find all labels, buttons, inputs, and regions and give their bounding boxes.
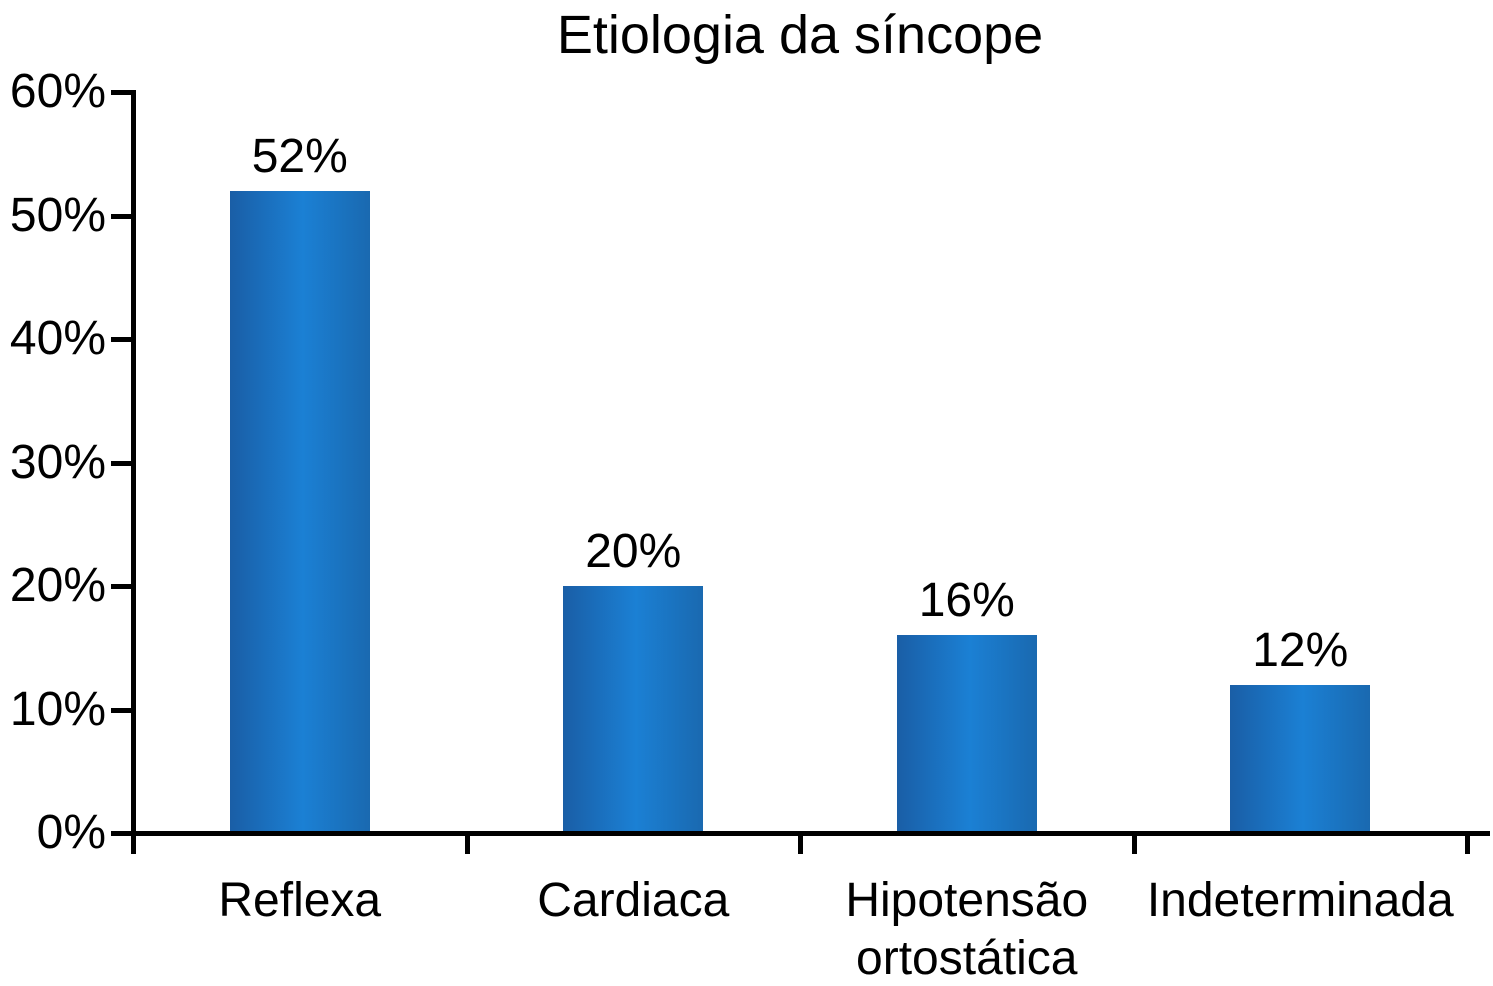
y-axis-tick — [111, 707, 135, 713]
x-axis-tick — [1131, 833, 1137, 854]
bar-reflexa — [229, 190, 370, 832]
chart-title: Etiologia da síncope — [556, 5, 1044, 65]
bar-value-label-indeterminada: 12% — [1252, 623, 1349, 677]
x-axis-tick — [1465, 833, 1470, 854]
bar-value-label-cardiaca: 20% — [585, 525, 682, 578]
bar-indeterminada — [1230, 684, 1371, 832]
category-label-cardiaca: Cardiaca — [537, 874, 730, 927]
y-axis-tick-label: 30% — [9, 435, 106, 489]
y-axis-tick-label: 40% — [9, 312, 106, 365]
y-axis-tick-label: 10% — [9, 682, 106, 736]
category-label-indeterminada: Indeterminada — [1146, 874, 1454, 927]
category-label-reflexa: Reflexa — [218, 874, 382, 927]
y-axis-tick — [111, 831, 135, 836]
bar-value-label-reflexa: 52% — [251, 129, 348, 183]
bar-hipotensao-ortostatica — [896, 635, 1037, 832]
y-axis-tick — [111, 213, 135, 219]
y-axis-line — [131, 90, 136, 853]
y-axis-tick-label: 0% — [36, 806, 106, 859]
y-axis-tick — [111, 90, 135, 95]
y-axis-tick — [111, 337, 135, 342]
y-axis-tick — [111, 584, 135, 589]
x-axis-tick — [798, 833, 803, 854]
category-label-hipotensao-ortostatica: Hipotensão ortostática — [845, 874, 1089, 985]
bar-cardiaca — [563, 586, 704, 832]
bar-value-label-hipotensao-ortostatica: 16% — [918, 574, 1015, 628]
x-axis-tick — [464, 833, 470, 854]
y-axis-tick-label: 50% — [9, 188, 106, 242]
y-axis-tick — [111, 460, 135, 466]
y-axis-tick-label: 60% — [9, 65, 106, 118]
x-axis-tick — [131, 833, 136, 854]
y-axis-tick-label: 20% — [9, 559, 106, 612]
